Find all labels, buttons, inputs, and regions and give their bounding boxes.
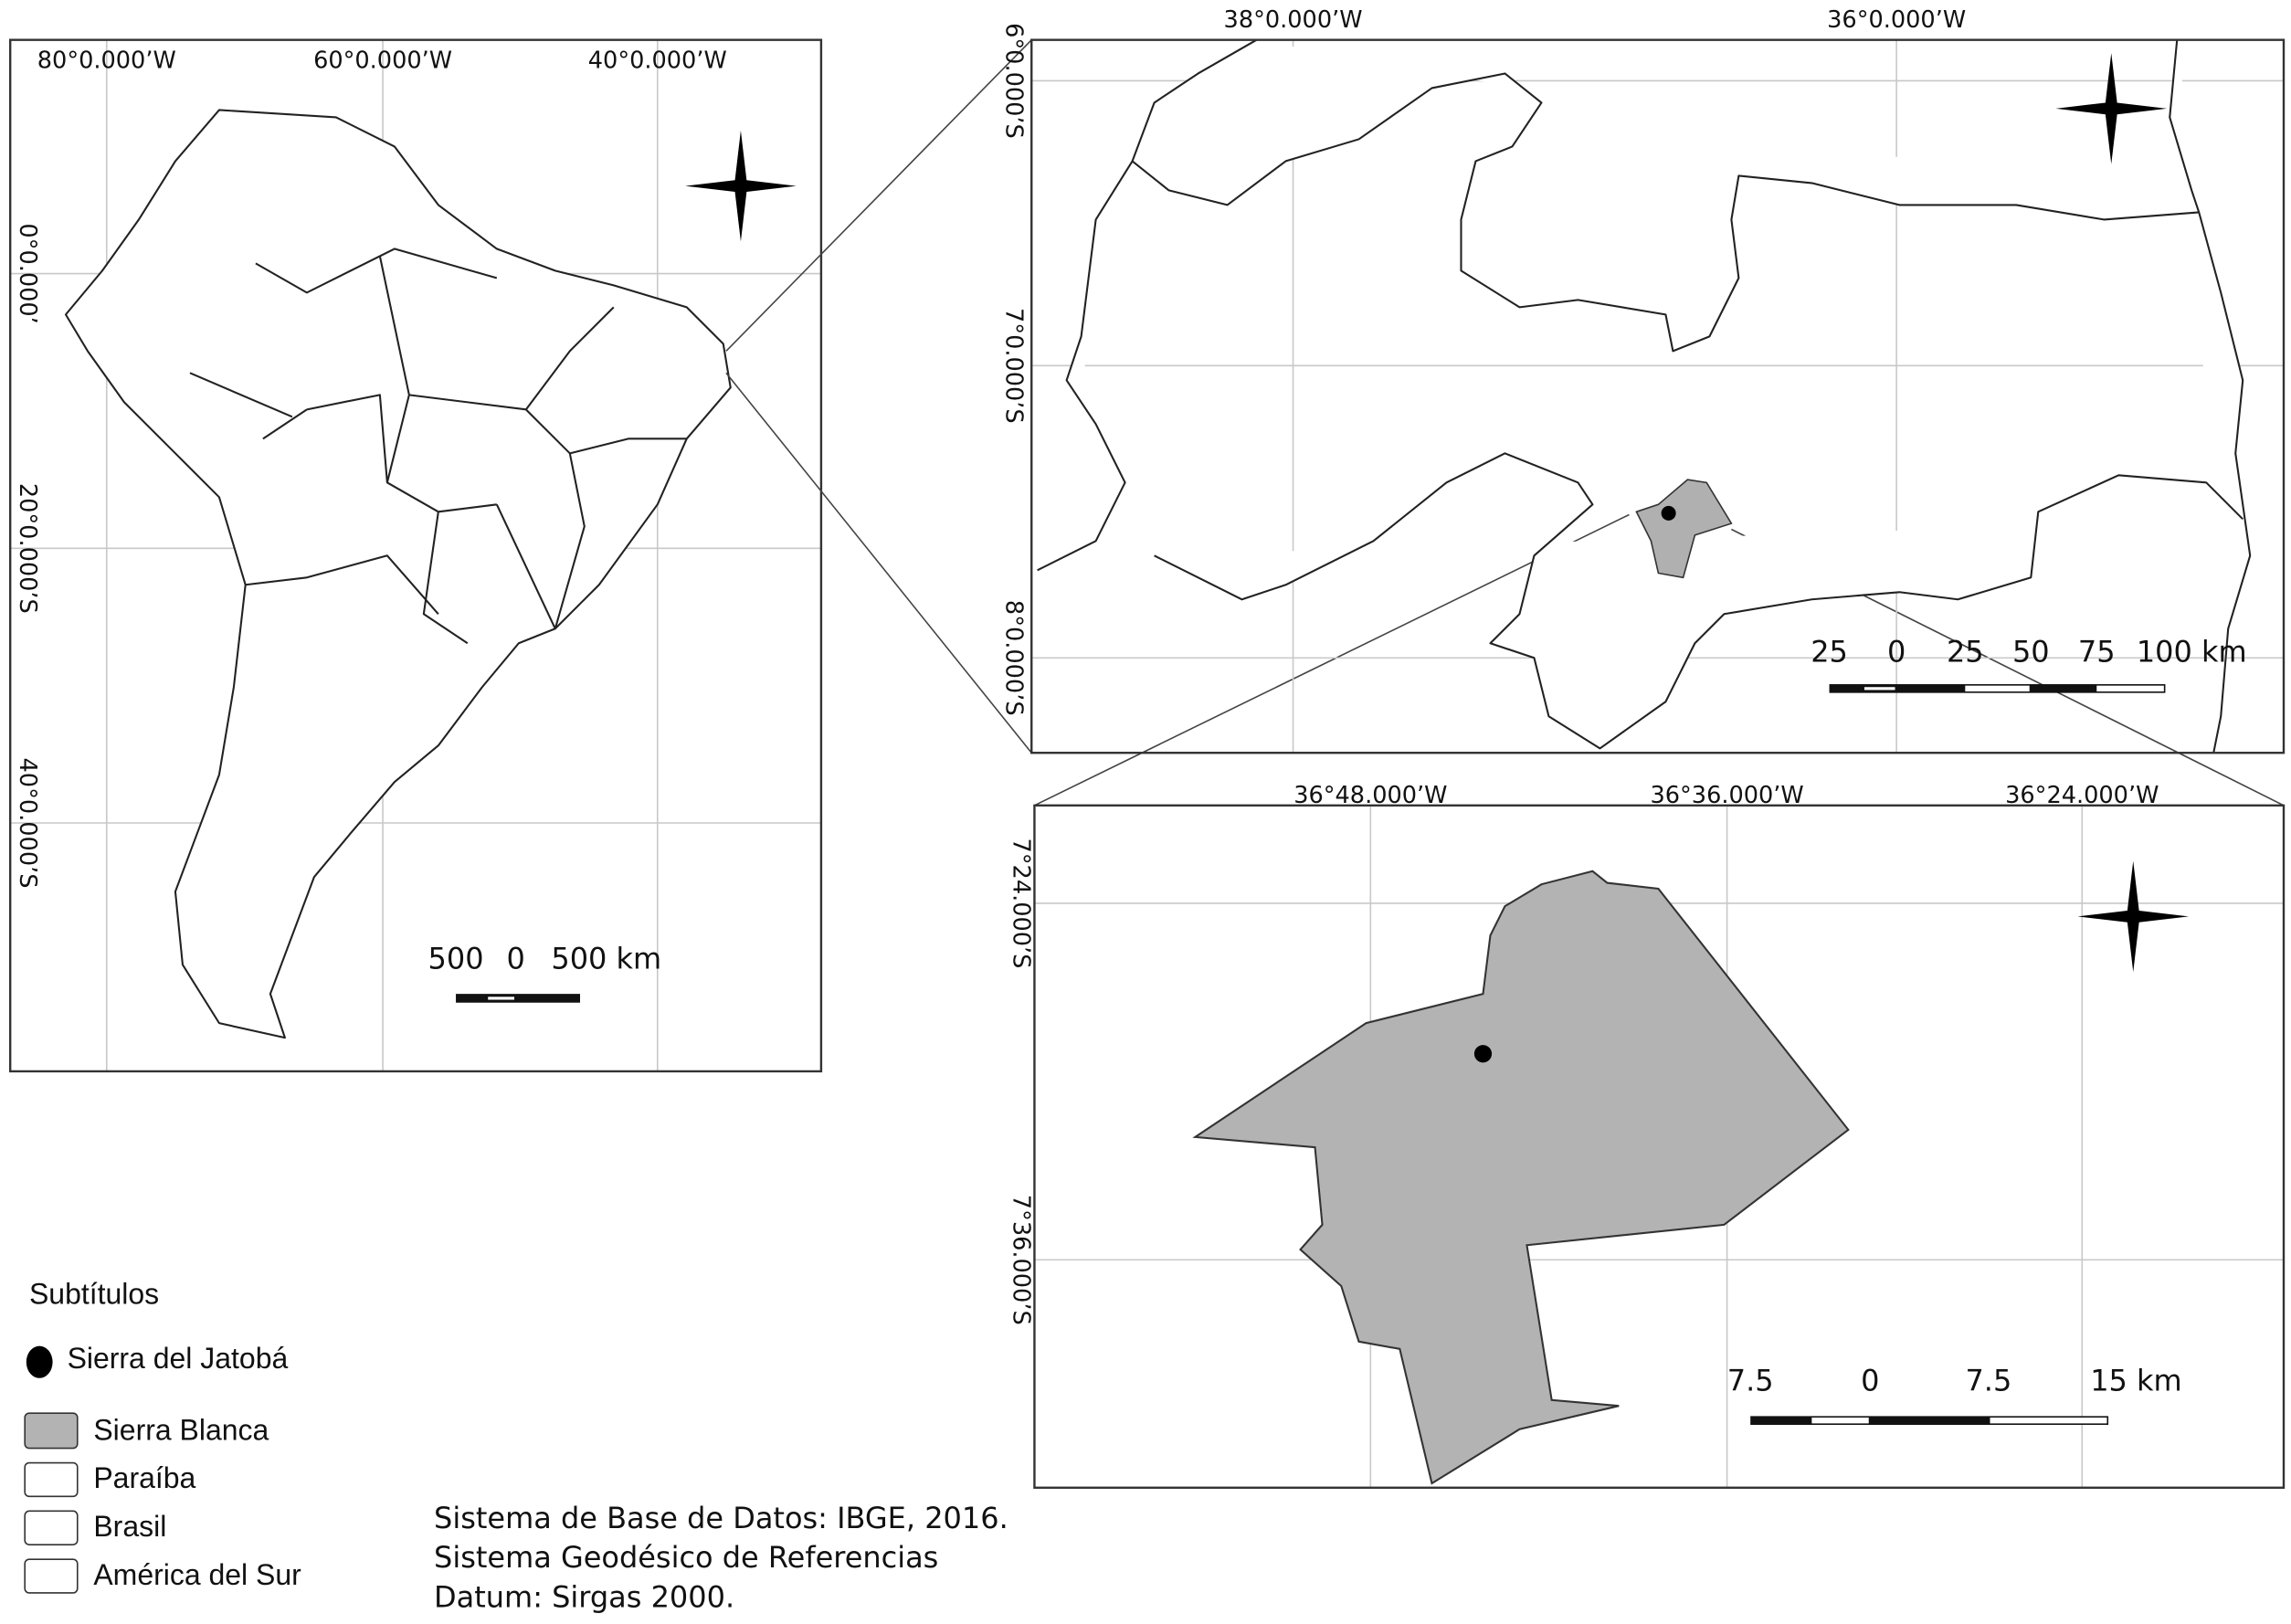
scale-label: 0 bbox=[1861, 1364, 1879, 1398]
source-note: Sistema Geodésico de Referencias bbox=[434, 1540, 938, 1575]
legend-item: Brasil bbox=[93, 1510, 166, 1543]
legend-swatch bbox=[26, 1345, 53, 1378]
longitude-label: 36°24.000’W bbox=[2005, 782, 2159, 809]
scale-label: 7.5 bbox=[1965, 1364, 2011, 1398]
latitude-label: 6°0.000’S bbox=[999, 23, 1027, 139]
legend-item: Sierra Blanca bbox=[93, 1413, 269, 1446]
legend-title: Subtítulos bbox=[29, 1278, 159, 1311]
south-america-panel: 80°0.000’W 60°0.000’W 40°0.000’W 0°0.000… bbox=[8, 38, 823, 1073]
north-arrow bbox=[685, 130, 797, 242]
scale-label: 0 bbox=[506, 941, 524, 975]
longitude-label: 36°36.000’W bbox=[1650, 782, 1803, 809]
scale-bar bbox=[1750, 1416, 2109, 1425]
legend-item: América del Sur bbox=[93, 1558, 301, 1591]
legend-swatch bbox=[24, 1461, 79, 1498]
scale-label: 100 km bbox=[2137, 634, 2247, 669]
scale-label: 50 bbox=[2012, 634, 2050, 669]
north-arrow bbox=[2077, 860, 2190, 973]
longitude-label: 60°0.000’W bbox=[313, 47, 452, 75]
panel-frame bbox=[1030, 38, 2286, 754]
legend: Subtítulos Sierra del Jatobá Sierra Blan… bbox=[24, 1278, 301, 1594]
latitude-label: 7°0.000’S bbox=[999, 308, 1027, 424]
sierra-blanca-panel: 36°48.000’W 36°36.000’W 36°24.000’W 7°24… bbox=[1007, 782, 2286, 1489]
north-arrow bbox=[2055, 53, 2168, 164]
longitude-label: 38°0.000’W bbox=[1224, 6, 1363, 34]
source-note: Sistema de Base de Datos: IBGE, 2016. bbox=[434, 1501, 1008, 1535]
legend-swatch bbox=[24, 1412, 79, 1450]
latitude-label: 40°0.000’S bbox=[14, 758, 41, 889]
panel-frame bbox=[8, 38, 823, 1073]
scale-label: 0 bbox=[1887, 634, 1906, 669]
scale-label: 7.5 bbox=[1727, 1364, 1774, 1398]
longitude-label: 36°0.000’W bbox=[1827, 6, 1966, 34]
source-note: Datum: Sirgas 2000. bbox=[434, 1579, 734, 1614]
legend-swatch bbox=[24, 1510, 79, 1545]
source-notes: Sistema de Base de Datos: IBGE, 2016. Si… bbox=[434, 1501, 1008, 1614]
latitude-label: 7°24.000’S bbox=[1007, 838, 1034, 968]
panel-frame bbox=[1033, 804, 2286, 1489]
study-area bbox=[1635, 479, 1733, 579]
scale-bar bbox=[1829, 684, 2166, 693]
latitude-label: 0°0.000’ bbox=[14, 223, 41, 323]
legend-item: Paraíba bbox=[93, 1461, 195, 1494]
latitude-label: 8°0.000’S bbox=[999, 600, 1027, 716]
scale-label: 15 km bbox=[2090, 1364, 2182, 1398]
scale-label: 75 bbox=[2078, 634, 2116, 669]
latitude-label: 7°36.000’S bbox=[1007, 1195, 1034, 1325]
longitude-label: 40°0.000’W bbox=[588, 47, 727, 75]
longitude-label: 80°0.000’W bbox=[37, 47, 176, 75]
scale-label: 500 km bbox=[551, 941, 661, 975]
scale-label: 25 bbox=[1947, 634, 1984, 669]
site-marker bbox=[1473, 1045, 1493, 1063]
study-area bbox=[1192, 870, 1850, 1485]
country-borders bbox=[189, 248, 687, 645]
latitude-label: 20°0.000’S bbox=[14, 483, 41, 614]
scale-label: 25 bbox=[1811, 634, 1848, 669]
state-borders bbox=[1037, 38, 2252, 754]
paraiba-panel: 38°0.000’W 36°0.000’W 6°0.000’S 7°0.000’… bbox=[999, 6, 2286, 754]
legend-item: Sierra del Jatobá bbox=[68, 1342, 289, 1375]
legend-swatch bbox=[24, 1558, 79, 1594]
longitude-label: 36°48.000’W bbox=[1293, 782, 1447, 809]
site-marker bbox=[1661, 505, 1676, 521]
scale-label: 500 bbox=[428, 941, 484, 975]
scale-bar bbox=[456, 994, 580, 1003]
